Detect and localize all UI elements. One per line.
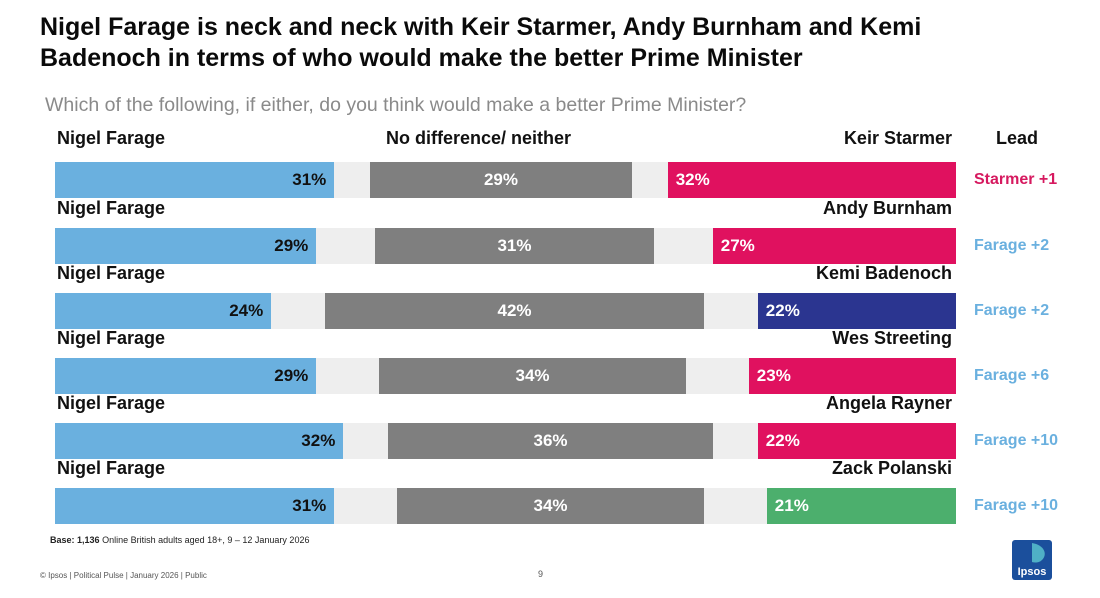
- base-text: Online British adults aged 18+, 9 – 12 J…: [99, 535, 310, 545]
- header-left: Nigel Farage: [57, 128, 166, 148]
- chart-row: Nigel Farage Wes Streeting 29% 34% 23% Farage…: [0, 328, 1100, 394]
- bar-farage: 29%: [55, 358, 317, 394]
- row-left-label: Nigel Farage: [57, 263, 166, 283]
- bar-track: 32% 36% 22%: [55, 423, 956, 459]
- chart-row: Nigel Farage Kemi Badenoch 24% 42% 22% Farage…: [0, 263, 1100, 329]
- footer-text: © Ipsos | Political Pulse | January 2026…: [40, 571, 207, 580]
- base-count: 1,136: [77, 535, 100, 545]
- lead-value: Starmer +1: [974, 171, 1058, 188]
- row-left-label: Nigel Farage: [57, 198, 166, 218]
- bar-neither: 34%: [397, 488, 704, 524]
- row-right-label: Zack Polanski: [831, 458, 952, 478]
- chart-row: Nigel Farage Andy Burnham 29% 31% 27% Farage …: [0, 198, 1100, 264]
- bar-other: 21%: [766, 488, 956, 524]
- bar-farage: 32%: [55, 423, 344, 459]
- bar-farage: 24%: [55, 293, 272, 329]
- header-lead: Lead: [996, 128, 1039, 148]
- bar-farage: 31%: [55, 488, 335, 524]
- chart-row: Nigel Farage Angela Rayner 32% 36% 22% Farage…: [0, 393, 1100, 459]
- bar-other: 22%: [757, 293, 956, 329]
- bar-neither: 29%: [370, 162, 632, 198]
- bar-farage: 31%: [55, 162, 335, 198]
- lead-value: Farage +2: [974, 302, 1050, 319]
- bar-other: 32%: [667, 162, 956, 198]
- bar-track: 31% 29% 32%: [55, 162, 956, 198]
- row-left-label: Nigel Farage: [57, 458, 166, 478]
- ipsos-logo: Ipsos: [1012, 540, 1052, 580]
- chart-row: 31% 29% 32% Starmer +1: [0, 132, 1100, 198]
- chart-row: Nigel Farage Zack Polanski 31% 34% 21% Farage…: [0, 458, 1100, 524]
- row-right-label: Wes Streeting: [832, 328, 952, 348]
- bar-neither: 31%: [374, 228, 655, 264]
- bar-other: 23%: [748, 358, 956, 394]
- header-right: Keir Starmer: [843, 128, 952, 148]
- base-label: Base:: [50, 535, 75, 545]
- lead-value: Farage +2: [974, 237, 1050, 254]
- bar-track: 29% 34% 23%: [55, 358, 956, 394]
- bar-track: 24% 42% 22%: [55, 293, 956, 329]
- bar-neither: 36%: [388, 423, 713, 459]
- lead-value: Farage +10: [974, 432, 1059, 449]
- page-number: 9: [538, 569, 544, 579]
- lead-value: Farage +10: [974, 497, 1059, 514]
- base-note: Base: 1,136 Online British adults aged 1…: [50, 535, 309, 545]
- bar-track: 29% 31% 27%: [55, 228, 956, 264]
- bar-track: 31% 34% 21%: [55, 488, 956, 524]
- header-middle: No difference/ neither: [386, 128, 572, 148]
- row-right-label: Angela Rayner: [825, 393, 952, 413]
- svg-text:Ipsos: Ipsos: [1018, 566, 1047, 578]
- bar-farage: 29%: [55, 228, 317, 264]
- bar-other: 22%: [757, 423, 956, 459]
- bar-neither: 34%: [379, 358, 686, 394]
- chart-subtitle: Which of the following, if either, do yo…: [45, 94, 747, 116]
- chart-title: Nigel Farage is neck and neck with Keir …: [40, 13, 922, 72]
- row-right-label: Kemi Badenoch: [815, 263, 952, 283]
- row-left-label: Nigel Farage: [57, 393, 166, 413]
- bar-other: 27%: [712, 228, 956, 264]
- bar-neither: 42%: [325, 293, 704, 329]
- row-right-label: Andy Burnham: [822, 198, 952, 218]
- lead-value: Farage +6: [974, 367, 1050, 384]
- row-left-label: Nigel Farage: [57, 328, 166, 348]
